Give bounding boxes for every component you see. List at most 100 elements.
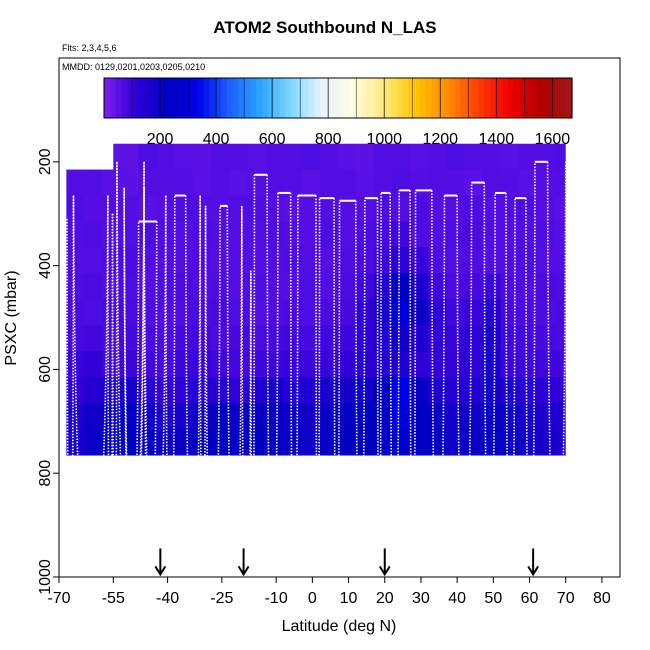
colorbar-swatch xyxy=(226,78,234,118)
heatmap-cell xyxy=(373,351,393,378)
heatmap-cell xyxy=(265,377,284,404)
heatmap-cell xyxy=(428,195,447,222)
heatmap-cell xyxy=(265,429,284,456)
colorbar-swatch xyxy=(384,78,392,118)
heatmap-cell xyxy=(428,247,447,274)
heatmap-cell xyxy=(192,247,212,274)
heatmap-cell xyxy=(446,221,465,248)
colorbar-swatch xyxy=(560,78,567,118)
heatmap-cell xyxy=(229,273,248,300)
heatmap-cell xyxy=(283,195,302,222)
flight-profile xyxy=(376,192,382,576)
heatmap-cell xyxy=(229,429,248,456)
heatmap-cell xyxy=(518,273,538,300)
y-tick-label: 600 xyxy=(37,356,54,383)
heatmap-cell xyxy=(66,169,85,197)
heatmap-cell xyxy=(536,195,556,222)
heatmap-cell xyxy=(265,403,284,430)
colorbar-swatch xyxy=(162,78,169,118)
colorbar-swatch xyxy=(531,78,538,118)
heatmap-cell xyxy=(500,351,520,378)
heatmap-cell xyxy=(120,143,140,171)
heatmap-cell xyxy=(66,403,85,430)
heatmap-cell xyxy=(247,325,266,352)
colorbar-swatch xyxy=(144,78,152,118)
heatmap-cell xyxy=(554,273,566,300)
ground-arrow-head xyxy=(154,565,167,577)
heatmap-cell xyxy=(211,195,230,222)
heatmap-cell xyxy=(283,299,302,326)
flight-profile xyxy=(456,182,473,576)
heatmap-cell xyxy=(301,325,321,352)
heatmap-cell xyxy=(500,377,520,404)
heatmap-cell xyxy=(174,325,194,352)
heatmap-cell xyxy=(391,221,411,248)
heatmap-cell xyxy=(464,325,483,352)
heatmap-cell xyxy=(138,429,158,456)
heatmap-cell xyxy=(192,351,212,378)
heatmap-cell xyxy=(355,429,375,456)
heatmap-cell xyxy=(84,169,103,197)
colorbar-swatch xyxy=(139,78,146,118)
heatmap-cell xyxy=(482,325,502,352)
heatmap-cell xyxy=(301,195,321,222)
heatmap-cell xyxy=(301,299,321,326)
colorbar-swatch xyxy=(402,78,409,118)
heatmap-cell xyxy=(84,377,103,404)
flight-profile xyxy=(204,205,221,576)
x-tick-label: -25 xyxy=(210,590,233,607)
heatmap-cell xyxy=(536,273,556,300)
heatmap-cell xyxy=(211,247,230,274)
heatmap-cell xyxy=(410,221,429,248)
colorbar-swatch xyxy=(472,78,479,118)
colorbar-swatch xyxy=(501,78,509,118)
heatmap-cell xyxy=(355,273,375,300)
heatmap-cell xyxy=(283,273,302,300)
colorbar-tick-label: 1000 xyxy=(366,131,402,148)
heatmap-cell xyxy=(482,247,502,274)
colorbar-swatch xyxy=(279,78,286,118)
heatmap-cell xyxy=(192,325,212,352)
colorbar-swatch xyxy=(285,78,292,118)
heatmap-cell xyxy=(247,351,266,378)
heatmap-cell xyxy=(373,169,393,197)
heatmap-cell xyxy=(247,273,266,300)
colorbar-tick-label: 600 xyxy=(259,131,286,148)
heatmap-cell xyxy=(355,169,375,197)
heatmap-cell xyxy=(518,195,538,222)
heatmap-cell xyxy=(518,429,538,456)
flight-profiles xyxy=(66,160,567,576)
heatmap-cell xyxy=(229,403,248,430)
heatmap-cell xyxy=(283,143,302,171)
flight-profile xyxy=(123,187,140,576)
heatmap-cell xyxy=(156,169,176,197)
heatmap-cell xyxy=(391,169,411,197)
heatmap-cell xyxy=(265,221,284,248)
heatmap-cell xyxy=(247,377,266,404)
heatmap-cell xyxy=(337,299,357,326)
heatmap-cell xyxy=(482,143,502,171)
heatmap-cell xyxy=(138,351,158,378)
heatmap-cell xyxy=(156,143,176,171)
heatmap-cell xyxy=(265,143,284,171)
heatmap-cell xyxy=(66,377,85,404)
heatmap-cell xyxy=(536,247,556,274)
heatmap-cell xyxy=(554,403,566,430)
heatmap-cell xyxy=(247,221,266,248)
heatmap-cell xyxy=(319,221,339,248)
heatmap-cell xyxy=(428,143,447,171)
heatmap-cell xyxy=(66,429,85,456)
heatmap-cell xyxy=(554,247,566,274)
heatmap-cell xyxy=(174,299,194,326)
colorbar-swatch xyxy=(378,78,386,118)
heatmap-cell xyxy=(192,221,212,248)
heatmap-cell xyxy=(391,195,411,222)
colorbar-swatch xyxy=(443,78,450,118)
heatmap-cell xyxy=(554,429,566,456)
heatmap-cell xyxy=(554,377,566,404)
heatmap-cell xyxy=(192,195,212,222)
flight-profile xyxy=(184,195,201,576)
colorbar-swatch xyxy=(484,78,491,118)
colorbar-swatch xyxy=(495,78,503,118)
